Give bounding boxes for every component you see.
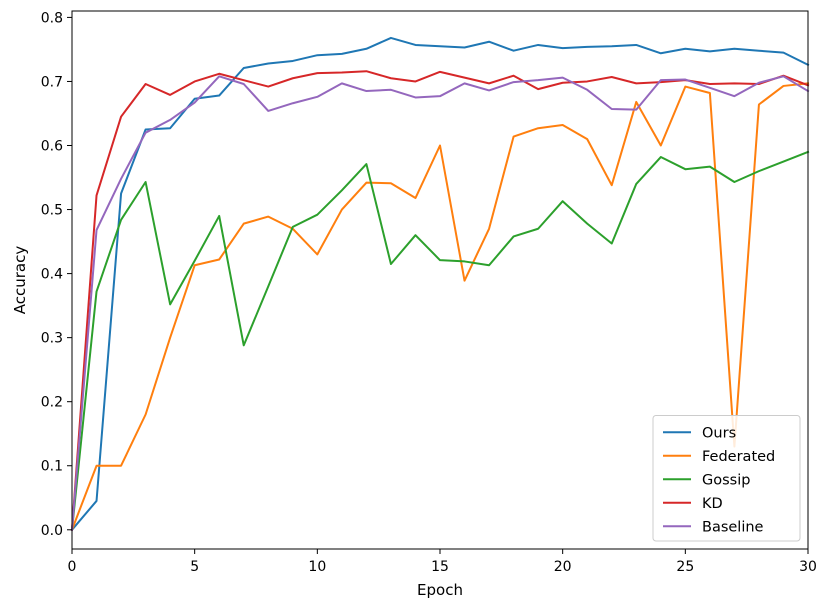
x-tick-label: 30 [799,559,817,575]
x-axis: 0 5 10 15 20 25 30 [68,549,817,575]
y-tick-label: 0.2 [41,395,63,411]
legend-label: Baseline [702,519,764,535]
x-tick-label: 0 [68,559,77,575]
legend-label: Gossip [702,472,750,488]
x-tick-label: 15 [431,559,449,575]
y-tick-label: 0.3 [41,331,63,347]
x-tick-label: 20 [554,559,572,575]
x-tick-label: 5 [190,559,199,575]
x-tick-label: 10 [308,559,326,575]
y-tick-label: 0.0 [41,523,63,539]
series-line-federated [70,82,810,532]
x-tick-label: 25 [676,559,694,575]
legend-label: Federated [702,449,775,465]
series-line-ours [70,36,810,532]
y-axis: 0.0 0.1 0.2 0.3 0.4 0.5 0.6 0.7 0.8 [41,10,72,539]
legend-box [652,415,801,542]
y-axis-title: Accuracy [11,246,29,315]
y-tick-label: 0.1 [41,459,63,475]
y-tick-label: 0.4 [41,267,63,283]
x-axis-title: Epoch [417,581,463,599]
legend-label: Ours [702,425,736,441]
series-line-gossip [70,150,810,531]
series-line-baseline [70,75,810,531]
legend-label: KD [702,496,723,512]
y-tick-label: 0.5 [41,203,63,219]
y-tick-label: 0.8 [41,10,63,26]
plot-lines [70,36,810,532]
y-tick-label: 0.7 [41,74,63,90]
y-tick-label: 0.6 [41,139,63,155]
legend: Ours Federated Gossip KD Baseline [652,415,801,542]
